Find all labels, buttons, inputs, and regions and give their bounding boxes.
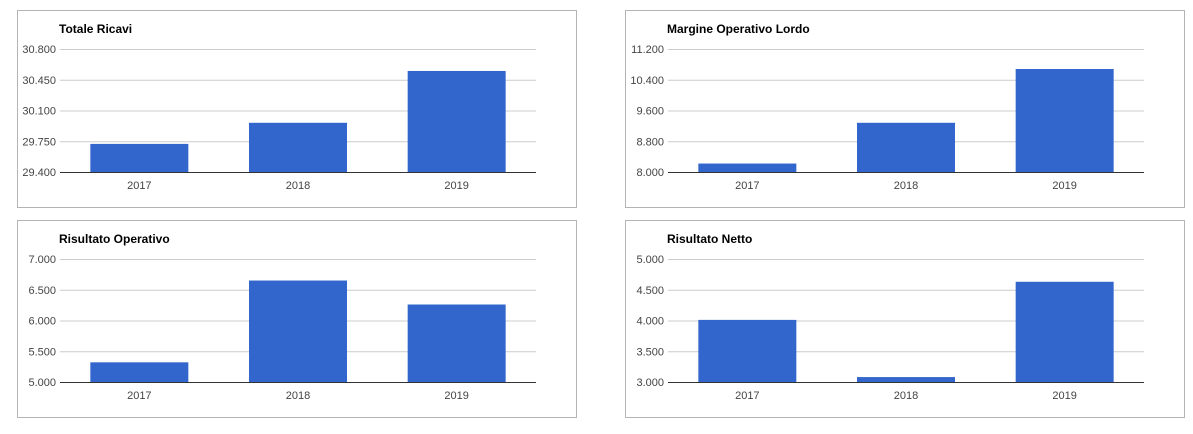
y-tick-label: 8.000 — [636, 167, 664, 179]
y-tick-label: 7.000 — [28, 254, 56, 266]
bar-2019 — [1015, 281, 1114, 382]
bar-2019 — [1015, 68, 1114, 172]
y-tick-label: 8.800 — [636, 136, 664, 148]
chart-title: Margine Operativo Lordo — [667, 22, 810, 36]
bar-2019 — [407, 70, 506, 172]
y-tick-label: 30.100 — [22, 106, 56, 118]
x-tick-label: 2019 — [1052, 390, 1076, 402]
y-tick-label: 4.500 — [636, 285, 664, 297]
x-tick-label: 2017 — [127, 180, 151, 192]
chart-panel-risultato-operativo: Risultato Operativo 7.000 6.500 6.000 5.500 5… — [17, 220, 577, 418]
x-tick-label: 2018 — [894, 180, 918, 192]
bar-2019 — [407, 304, 506, 382]
bar-2018 — [857, 377, 955, 382]
x-tick-label: 2019 — [1052, 180, 1076, 192]
y-tick-label: 10.400 — [630, 75, 664, 87]
bar-2017 — [90, 143, 189, 172]
chart-panel-totale-ricavi: Totale Ricavi 30.800 30.450 30.100 29.750 29.… — [17, 10, 577, 208]
y-tick-label: 5.500 — [28, 346, 56, 358]
bar-2017 — [698, 319, 797, 382]
bar-2017 — [698, 163, 797, 172]
chart-title: Totale Ricavi — [59, 22, 132, 36]
y-tick-label: 9.600 — [636, 106, 664, 118]
y-tick-label: 11.200 — [631, 44, 664, 56]
y-tick-label: 5.000 — [636, 254, 664, 266]
y-tick-label: 3.000 — [636, 377, 664, 389]
y-tick-label: 6.500 — [28, 285, 56, 297]
x-tick-label: 2017 — [127, 390, 151, 402]
y-tick-label: 29.400 — [22, 167, 56, 179]
bar-2018 — [249, 122, 347, 172]
y-tick-label: 3.500 — [636, 346, 664, 358]
x-tick-label: 2018 — [894, 390, 918, 402]
y-tick-label: 4.000 — [636, 316, 664, 328]
y-tick-label: 30.450 — [22, 75, 56, 87]
y-tick-label: 6.000 — [28, 316, 56, 328]
x-tick-label: 2017 — [735, 180, 759, 192]
y-tick-label: 30.800 — [22, 44, 56, 56]
bar-2018 — [857, 122, 955, 172]
y-tick-label: 5.000 — [28, 377, 56, 389]
bar-2018 — [249, 280, 347, 382]
x-tick-label: 2019 — [444, 180, 468, 192]
chart-title: Risultato Operativo — [59, 232, 170, 246]
x-tick-label: 2017 — [735, 390, 759, 402]
chart-panel-risultato-netto: Risultato Netto 5.000 4.500 4.000 3.500 3.000… — [625, 220, 1185, 418]
x-tick-label: 2018 — [286, 180, 310, 192]
chart-title: Risultato Netto — [667, 232, 752, 246]
chart-panel-margine-operativo-lordo: Margine Operativo Lordo 11.200 10.400 9.600… — [625, 10, 1185, 208]
x-tick-label: 2019 — [444, 390, 468, 402]
x-tick-label: 2018 — [286, 390, 310, 402]
bar-2017 — [90, 362, 189, 382]
y-tick-label: 29.750 — [22, 136, 56, 148]
